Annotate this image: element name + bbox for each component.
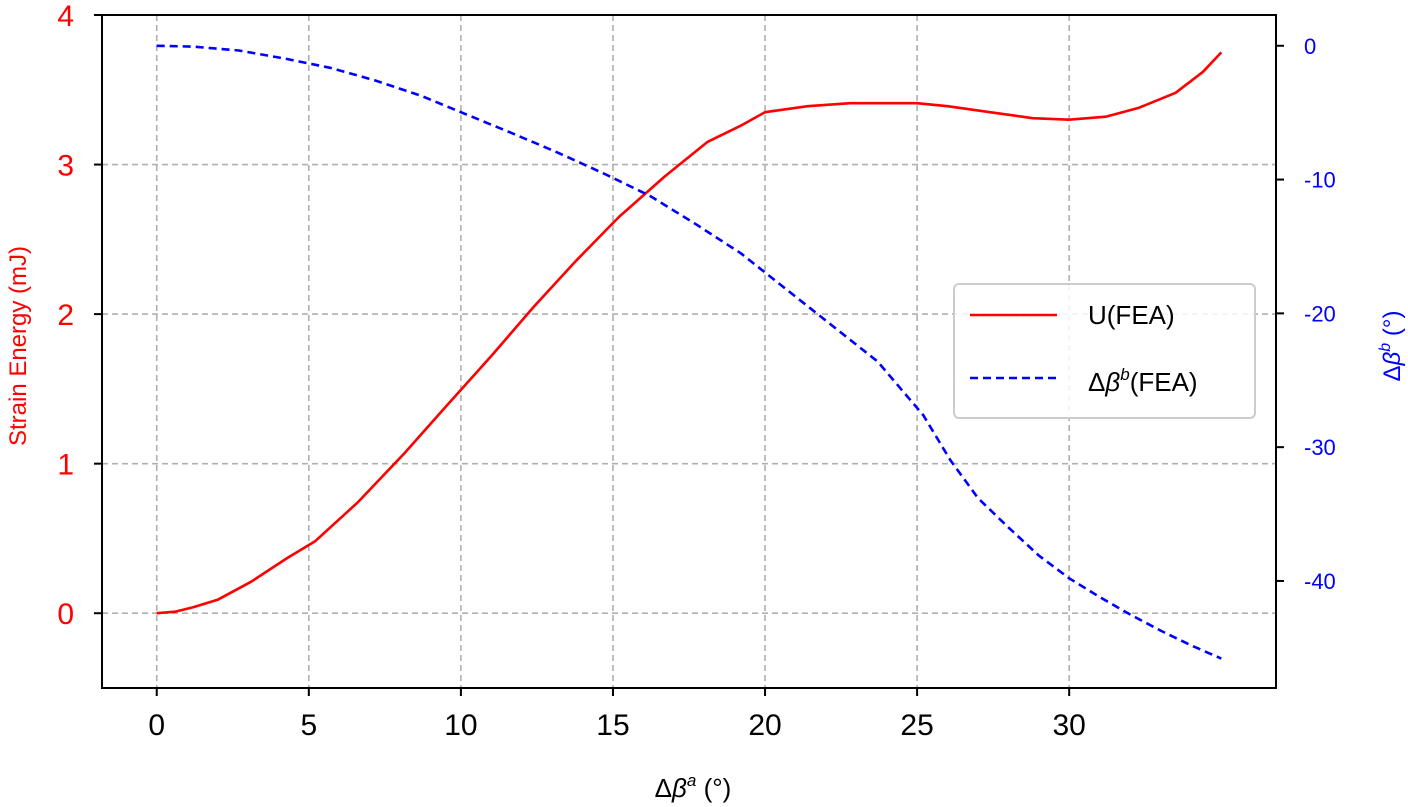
y-axis-label-right-unit: (°)	[1379, 311, 1406, 343]
legend-label-fea: (FEA)	[1130, 367, 1198, 397]
legend: U(FEA) Δβb(FEA)	[953, 283, 1256, 419]
y-right-tick-label-0: 0	[1304, 34, 1316, 59]
x-tick-label-30: 30	[1052, 709, 1085, 742]
legend-box	[953, 283, 1256, 419]
x-axis-label-beta: β	[671, 773, 687, 803]
legend-label-u-fea: U(FEA)	[1088, 300, 1175, 330]
series-layer	[156, 44, 1223, 660]
axes: 0 5 10 15 20 25 30 0 1 2 3 4 0 -10 -20 -30 -40	[57, 0, 1335, 742]
x-tick-label-10: 10	[444, 709, 477, 742]
plot-frame	[101, 14, 1277, 689]
x-tick-label-15: 15	[596, 709, 629, 742]
y-right-tick-label--30: -30	[1304, 435, 1336, 460]
y-left-tick-label-4: 4	[57, 0, 74, 33]
y-right-tick-label--10: -10	[1304, 168, 1336, 193]
y-axis-label-right-sup: b	[1377, 343, 1394, 352]
y-axis-label-right: Δβb (°)	[1377, 311, 1406, 382]
y-left-tick-label-2: 2	[57, 299, 74, 332]
y-right-tick-label--20: -20	[1304, 301, 1336, 326]
y-left-tick-label-0: 0	[57, 598, 74, 631]
series-line-0	[156, 51, 1223, 615]
legend-label-sup: b	[1120, 365, 1129, 384]
y-axis-label-right-beta: β	[1379, 351, 1406, 366]
x-tick-label-25: 25	[900, 709, 933, 742]
legend-label-delta: Δ	[1088, 367, 1105, 397]
x-axis-label-sup: a	[687, 771, 696, 790]
y-left-tick-label-1: 1	[57, 449, 74, 482]
legend-label-beta: β	[1104, 367, 1120, 397]
legend-label-delta-beta-b: Δβb(FEA)	[1088, 365, 1198, 397]
y-left-tick-label-3: 3	[57, 150, 74, 183]
x-axis-label: Δβa (°)	[655, 771, 732, 803]
series-line-1	[156, 44, 1222, 660]
y-axis-label-left: Strain Energy (mJ)	[5, 246, 32, 446]
x-tick-label-0: 0	[148, 709, 165, 742]
x-tick-label-5: 5	[300, 709, 317, 742]
y-axis-label-right-delta: Δ	[1379, 365, 1406, 381]
y-right-tick-label--40: -40	[1304, 569, 1336, 594]
x-axis-label-delta: Δ	[655, 773, 672, 803]
x-tick-label-20: 20	[748, 709, 781, 742]
x-axis-label-unit: (°)	[696, 773, 731, 803]
